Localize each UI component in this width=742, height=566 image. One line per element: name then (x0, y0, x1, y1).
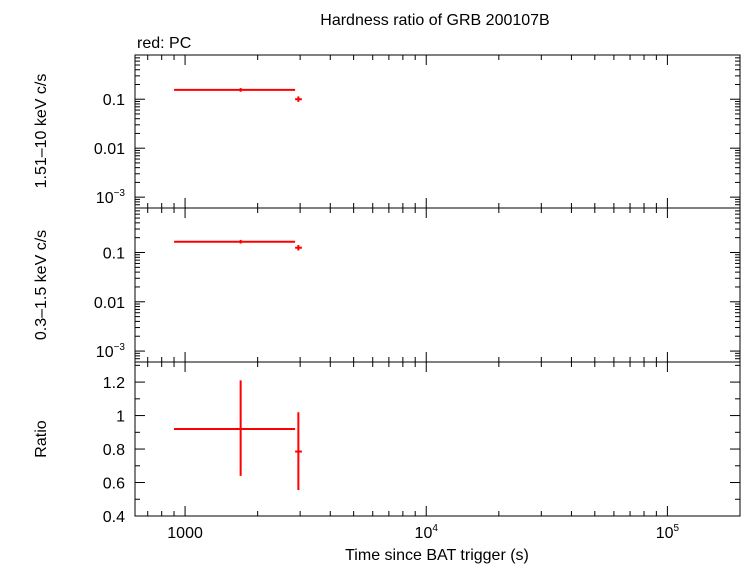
hard-band-y-tick-label: 10−3 (96, 188, 126, 207)
soft-band-y-tick-label: 10−3 (96, 342, 126, 361)
hard-band-y-tick-label: 0.01 (94, 141, 125, 158)
soft-band-y-axis-label: 0.3–1.5 keV c/s (33, 230, 50, 340)
x-tick-label: 104 (415, 523, 439, 542)
hard-band-y-axis-label: 1.51–10 keV c/s (33, 74, 50, 189)
ratio-frame (134, 361, 741, 517)
legend-label: red: PC (137, 35, 191, 52)
x-axis-label: Time since BAT trigger (s) (345, 547, 529, 564)
ratio-y-axis-label: Ratio (33, 420, 50, 457)
chart-title: Hardness ratio of GRB 200107B (320, 12, 549, 29)
ratio-y-tick-label: 0.4 (103, 509, 125, 526)
soft-band-y-tick-label: 0.01 (94, 295, 125, 312)
hard-band-frame (134, 54, 741, 209)
soft-band-y-tick-label: 0.1 (103, 246, 125, 263)
x-tick-label: 1000 (167, 525, 203, 542)
x-tick-label: 105 (656, 523, 680, 542)
ratio-y-tick-label: 1.2 (103, 375, 125, 392)
soft-band-frame (134, 207, 741, 363)
ratio-y-tick-label: 1 (116, 409, 125, 426)
ratio-y-tick-label: 0.8 (103, 442, 125, 459)
ratio-y-tick-label: 0.6 (103, 476, 125, 493)
hard-band-y-tick-label: 0.1 (103, 92, 125, 109)
